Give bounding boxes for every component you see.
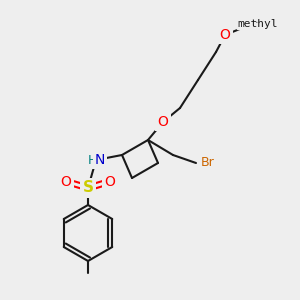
- Text: O: O: [158, 115, 168, 129]
- Text: O: O: [220, 28, 230, 42]
- Text: H: H: [87, 154, 97, 166]
- Text: N: N: [95, 153, 105, 167]
- Text: O: O: [61, 175, 71, 189]
- Text: methyl: methyl: [238, 19, 278, 29]
- Text: S: S: [82, 181, 94, 196]
- Text: Br: Br: [201, 157, 215, 169]
- Text: methyl: methyl: [256, 22, 261, 23]
- Text: O: O: [221, 28, 229, 41]
- Text: O: O: [105, 175, 116, 189]
